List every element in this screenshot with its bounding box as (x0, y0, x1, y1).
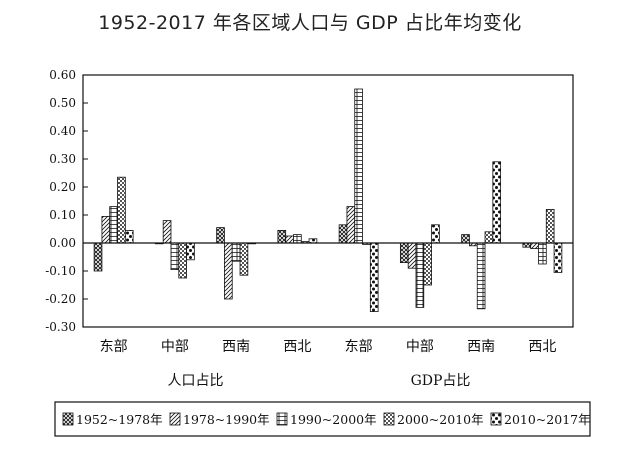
bar (484, 231, 494, 244)
legend-swatch (62, 412, 74, 426)
bar (178, 242, 187, 279)
bar (461, 234, 470, 244)
bar (186, 242, 195, 261)
y-tick-label: 0.40 (49, 124, 76, 138)
bar (308, 238, 318, 244)
bar (423, 242, 432, 286)
bar (545, 208, 555, 244)
x-tick-label: 东部 (100, 339, 128, 355)
bar (162, 220, 172, 244)
group-label: GDP占比 (411, 373, 471, 389)
bar (431, 224, 440, 244)
group-label: 人口占比 (168, 373, 224, 389)
bar (407, 242, 417, 269)
legend-swatch (169, 412, 181, 426)
y-tick-label: 0.00 (49, 236, 76, 250)
bar (522, 242, 532, 248)
legend-swatch (276, 412, 288, 426)
bar (354, 88, 363, 244)
bar (538, 242, 547, 265)
x-tick-label: 西南 (467, 339, 495, 355)
bar (285, 235, 294, 244)
y-tick-label: -0.30 (45, 320, 76, 334)
x-tick-label: 西北 (283, 339, 311, 355)
bar (492, 161, 502, 244)
legend-label: 2010~2017年 (504, 412, 591, 427)
y-tick-label: 0.60 (49, 68, 76, 82)
legend-label: 1990~2000年 (290, 412, 377, 427)
bar (117, 176, 126, 244)
bar (369, 242, 379, 312)
bar (277, 229, 287, 244)
bar (101, 215, 111, 244)
bar (346, 206, 356, 244)
x-tick-label: 中部 (406, 339, 434, 355)
y-tick-label: -0.10 (45, 264, 76, 278)
bar (338, 224, 348, 244)
bar (124, 229, 134, 244)
legend-label: 1952~1978年 (76, 412, 163, 427)
bar (415, 242, 425, 308)
legend-label: 1978~1990年 (183, 412, 270, 427)
plot-frame (82, 74, 574, 328)
y-tick-label: 0.20 (49, 180, 76, 194)
bar (170, 242, 180, 271)
bar (293, 234, 302, 244)
bar (530, 242, 539, 249)
x-tick-label: 东部 (345, 339, 373, 355)
y-tick-label: 0.50 (49, 96, 76, 110)
chart-title: 1952-2017 年各区域人口与 GDP 占比年均变化 (98, 12, 522, 34)
bar (239, 242, 249, 276)
legend-label: 2000~2010年 (397, 412, 484, 427)
bar (399, 242, 409, 264)
bar (231, 242, 241, 262)
y-tick-label: -0.20 (45, 292, 76, 306)
bar (476, 242, 486, 310)
x-tick-label: 西南 (222, 339, 250, 355)
bar (109, 206, 118, 244)
legend-swatch (490, 412, 502, 426)
x-tick-label: 中部 (161, 339, 189, 355)
x-tick-label: 西北 (528, 339, 556, 355)
bar (216, 227, 225, 244)
bar (553, 242, 563, 273)
bar (93, 242, 103, 272)
y-tick-label: 0.10 (49, 208, 76, 222)
bar (224, 242, 233, 300)
legend-swatch (383, 412, 395, 426)
y-tick-label: 0.30 (49, 152, 76, 166)
